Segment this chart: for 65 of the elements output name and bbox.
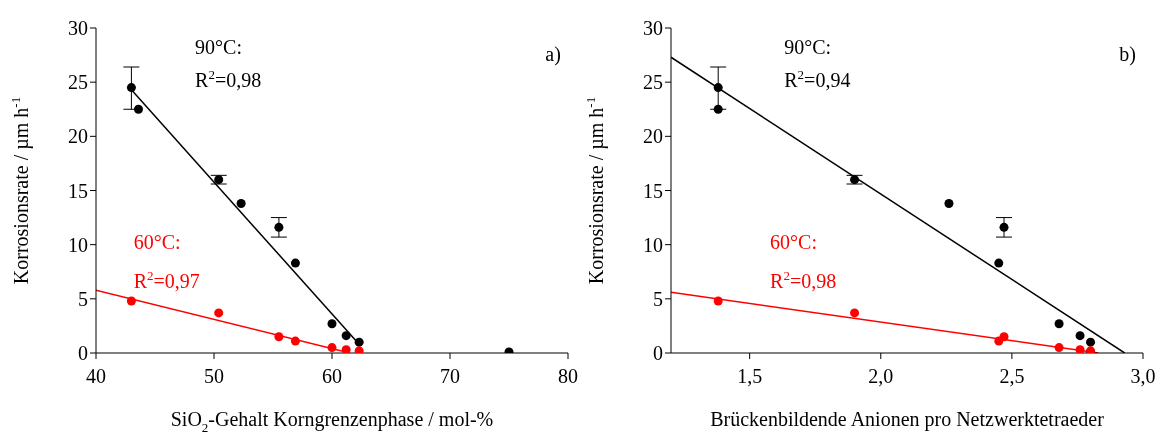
y-tick-label: 25 (68, 71, 88, 94)
point (1054, 319, 1064, 329)
point (999, 332, 1009, 342)
point (126, 83, 136, 93)
y-tick-label: 30 (643, 17, 663, 40)
y-tick-label: 10 (68, 233, 88, 256)
point (290, 258, 300, 268)
point (274, 332, 284, 342)
point (214, 175, 224, 185)
y-tick-label: 15 (643, 179, 663, 202)
x-tick-label: 70 (440, 365, 460, 388)
point (994, 258, 1004, 268)
point (1054, 343, 1064, 353)
y-tick-label: 30 (68, 17, 88, 40)
x-axis-title: SiO$_{2}$-Gehalt Korngrenzenphase / mol-% (170, 408, 494, 435)
point (1086, 337, 1096, 347)
point (713, 83, 723, 93)
point (126, 296, 136, 306)
x-tick-label: 3,0 (1130, 365, 1156, 388)
x-axis-title: Brückenbildende Anionen pro Netzwerktetraeder (710, 408, 1105, 431)
x-tick-label: 60 (322, 365, 342, 388)
point (354, 346, 364, 353)
point (341, 345, 351, 353)
point (290, 336, 300, 346)
annotation: R$^{2}$=0,98 (770, 268, 837, 292)
x-tick-label: 50 (204, 365, 224, 388)
point (850, 175, 860, 185)
annotation: b) (1119, 42, 1136, 66)
x-tick-label: 2,5 (999, 365, 1025, 388)
y-tick-label: 20 (643, 125, 663, 148)
y-tick-label: 10 (643, 233, 663, 256)
point (214, 308, 224, 318)
annotation: 90°C: (195, 36, 243, 58)
y-tick-label: 0 (78, 342, 88, 365)
point (354, 337, 364, 347)
point (274, 222, 284, 232)
point (327, 319, 337, 329)
x-tick-label: 1,5 (737, 365, 763, 388)
y-tick-label: 15 (68, 179, 88, 202)
x-tick-label: 80 (558, 365, 578, 388)
annotation: a) (545, 42, 561, 66)
point (713, 104, 723, 114)
annotation: R$^{2}$=0,94 (784, 66, 851, 91)
y-tick-label: 20 (68, 125, 88, 148)
point (327, 343, 337, 353)
point (236, 198, 246, 209)
point (850, 308, 860, 318)
point (713, 296, 723, 306)
point (944, 198, 954, 209)
y-tick-label: 5 (653, 287, 663, 310)
point (999, 222, 1009, 232)
point (1075, 331, 1085, 341)
point (1075, 345, 1085, 353)
annotation: 60°C: (770, 231, 818, 253)
y-tick-label: 25 (643, 71, 663, 94)
y-tick-label: 5 (78, 287, 88, 310)
annotation: R$^{2}$=0,98 (195, 66, 262, 91)
annotation: 90°C: (784, 36, 832, 58)
point (341, 331, 351, 341)
y-tick-label: 0 (653, 342, 663, 365)
x-tick-label: 40 (86, 365, 106, 388)
x-tick-label: 2,0 (868, 365, 894, 388)
point (133, 104, 143, 114)
annotation: R$^{2}$=0,97 (133, 268, 200, 292)
annotation: 60°C: (133, 231, 181, 253)
